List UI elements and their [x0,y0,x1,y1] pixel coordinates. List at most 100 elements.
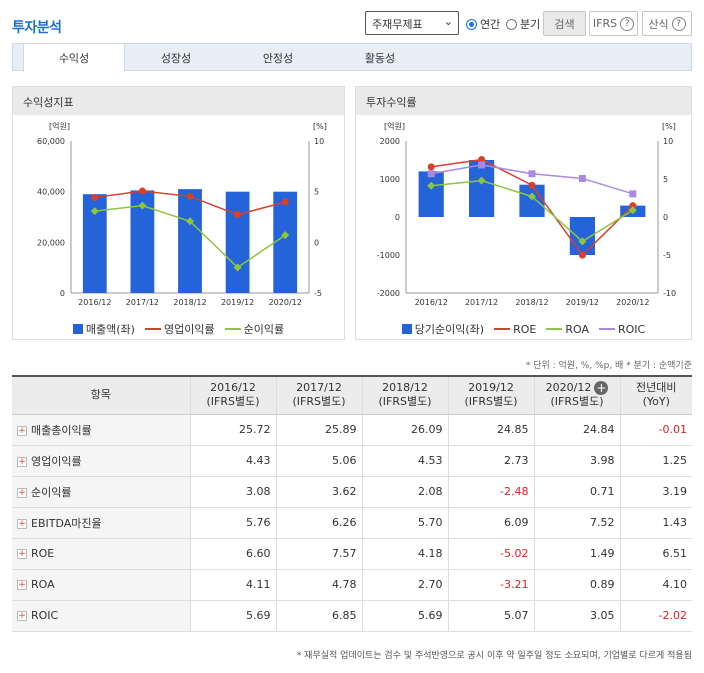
bar [519,184,545,217]
y-right-tick-label: 10 [314,137,324,146]
y-right-tick-label: -5 [663,251,671,260]
y-left-tick-label: 0 [395,213,400,222]
header-bar: 투자분석 주재무제표 ⌄ 연간 분기 검색 IFRS ? 산식 ? [0,0,704,42]
y-right-unit: [%] [313,122,327,131]
legend-item[interactable]: ROIC [598,321,646,337]
row-label: EBITDA마진율 [31,516,102,530]
point [427,181,436,190]
expand-icon[interactable]: + [17,518,27,529]
radio-quarter[interactable]: 분기 [506,16,540,32]
bar [130,190,155,293]
panel-title: 투자수익률 [356,87,691,115]
row-label-cell[interactable]: + 순이익률 [12,476,190,508]
expand-icon[interactable]: + [17,487,27,498]
value-cell: 24.84 [533,414,620,446]
expand-icon[interactable]: + [17,580,27,590]
return-chart: [억원] [%] 2000 1000 0 -1000 -2000 10 5 0 -5 -10 2016/… [377,121,676,307]
column-header-sub: (IFRS별도) [464,395,518,409]
legend-item[interactable]: 매출액(좌) [72,321,135,337]
y-left-unit: [억원] [384,121,405,131]
value-cell: 1.43 [619,507,692,539]
table-row: + ROA 4.11 4.78 2.70 -3.21 0.89 4.10 [12,569,692,601]
point [578,251,586,259]
legend-item[interactable]: ROE [494,321,536,337]
value-cell: 3.08 [189,476,276,508]
tab-growth[interactable]: 성장성 [160,51,192,65]
value-cell: 6.85 [275,600,362,632]
point [91,193,99,201]
value-cell: 4.11 [189,569,276,601]
row-label-cell[interactable]: + ROE [12,538,190,570]
point [478,155,486,163]
radio-checked-icon [466,18,477,30]
value-cell: 5.70 [361,507,448,539]
formula-help-button[interactable]: 산식 ? [642,11,692,36]
column-header: 2019/12 (IFRS별도) [447,375,534,415]
expand-icon[interactable]: + [17,611,27,621]
legend-label: ROIC [617,322,646,336]
row-label: 순이익률 [31,485,72,499]
y-left-tick-label: 0 [60,289,65,298]
row-label-cell[interactable]: + EBITDA마진율 [12,507,190,539]
tab-activity[interactable]: 활동성 [364,51,396,65]
radio-annual[interactable]: 연간 [466,16,500,32]
value-cell: 3.62 [275,476,362,508]
y-left-tick-label: -2000 [377,289,400,298]
y-right-tick-label: -5 [314,289,322,298]
point [427,163,435,171]
column-header-label: 2017/12 [296,381,342,395]
point [234,211,242,219]
column-header-sub: (IFRS별도) [550,395,604,409]
ifrs-help-button[interactable]: IFRS ? [589,11,638,36]
value-cell: 5.07 [447,600,534,632]
legend-item[interactable]: 순이익률 [224,321,284,337]
expand-icon[interactable]: + [17,549,27,559]
ifrs-label: IFRS [592,17,618,30]
add-column-icon[interactable]: + [594,381,609,396]
row-label-cell[interactable]: + 영업이익률 [12,445,190,477]
x-tick-label: 2020/12 [269,298,302,307]
value-cell: 4.18 [361,538,448,570]
value-cell: 25.89 [275,414,362,446]
column-header-label: 2020/12 [545,381,592,395]
legend-item[interactable]: 당기순이익(좌) [401,321,485,337]
expand-icon[interactable]: + [17,425,27,436]
row-label: ROIC [31,609,59,622]
value-cell: 6.60 [189,538,276,570]
value-cell: 5.06 [275,445,362,477]
column-header-sub: (YoY) [642,395,670,409]
value-cell: 2.73 [447,445,534,477]
y-left-unit: [억원] [49,121,70,131]
row-label-cell[interactable]: + ROA [12,569,190,601]
tab-stability[interactable]: 안정성 [262,51,294,65]
legend-item[interactable]: ROA [546,321,589,337]
column-header: 2016/12 (IFRS별도) [189,375,276,415]
value-cell: -2.02 [619,600,692,632]
point [281,198,289,206]
statement-select-value: 주재무제표 [372,18,423,31]
value-cell: -0.01 [619,414,692,446]
y-left-tick-label: 1000 [380,175,400,184]
x-tick-label: 2020/12 [616,298,649,307]
legend-label: 당기순이익(좌) [414,323,485,336]
chart-legend: 당기순이익(좌) ROE ROA ROIC [356,321,691,337]
value-cell: 0.71 [533,476,620,508]
legend-swatch [598,328,615,330]
row-label-cell[interactable]: + ROIC [12,600,190,632]
value-cell: 4.43 [189,445,276,477]
point [578,174,586,182]
tab-profitability[interactable]: 수익성 [23,43,125,72]
y-right-tick-label: -10 [663,289,676,298]
statement-select[interactable]: 주재무제표 ⌄ [365,11,459,35]
value-cell: 6.09 [447,507,534,539]
y-right-tick-label: 0 [314,238,319,247]
expand-icon[interactable]: + [17,456,27,467]
row-label: ROA [31,578,55,591]
row-label-cell[interactable]: + 매출총이익률 [12,414,190,446]
value-cell: 4.10 [619,569,692,601]
value-cell: 4.53 [361,445,448,477]
search-button[interactable]: 검색 [543,11,586,36]
legend-item[interactable]: 영업이익률 [144,321,215,337]
legend-swatch [72,324,83,334]
row-label: 매출총이익률 [31,423,92,437]
